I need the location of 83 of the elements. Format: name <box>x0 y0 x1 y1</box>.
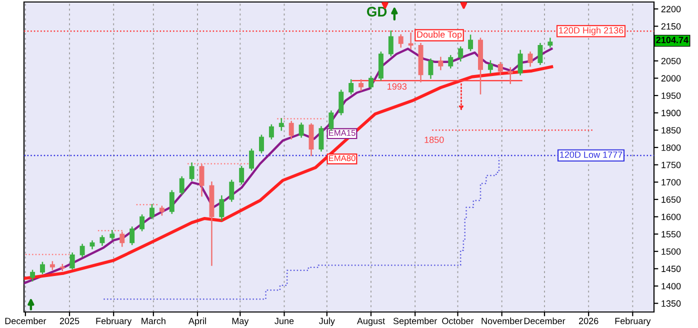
y-tick-label: 2200 <box>661 6 681 12</box>
candlestick <box>278 118 284 131</box>
x-tick-label: April <box>188 318 206 326</box>
y-tick-label: 1800 <box>662 144 681 151</box>
x-tick-label: September <box>393 318 438 326</box>
y-tick-label: 1550 <box>662 231 681 238</box>
annotation: Double Top <box>417 31 462 40</box>
candlestick <box>219 195 224 221</box>
x-tick-label: December <box>5 318 46 324</box>
candlestick <box>428 58 434 79</box>
candlestick <box>199 164 204 197</box>
y-tick-label: 1400 <box>662 282 681 290</box>
candlestick <box>508 67 513 84</box>
annotation: GD <box>366 6 387 17</box>
candlestick <box>528 52 533 67</box>
y-tick-label: 1750 <box>662 162 681 168</box>
candlestick <box>288 120 294 140</box>
candlestick <box>189 162 194 182</box>
candlestick <box>538 42 543 65</box>
y-tick-label: 1600 <box>662 214 681 220</box>
candlestick <box>259 134 264 154</box>
candlestick <box>70 252 75 270</box>
x-tick-label: February <box>96 318 132 326</box>
candlestick <box>408 32 414 50</box>
annotation: 1850 <box>424 136 444 143</box>
candlestick <box>398 34 404 48</box>
annotation: EMA15 <box>329 130 356 136</box>
y-tick-label: 1700 <box>662 179 681 186</box>
x-tick-label: August <box>356 318 385 326</box>
candlestick <box>179 176 184 195</box>
y-tick-label: 2150 <box>661 23 681 30</box>
candlestick <box>358 79 364 91</box>
candlestick <box>130 226 135 246</box>
candlestick <box>229 180 234 202</box>
y-tick-label: 1350 <box>662 300 681 307</box>
text: 2104.74 <box>656 36 688 44</box>
annotation: 1993 <box>388 83 407 90</box>
y-tick-label: 1850 <box>662 127 681 134</box>
candlestick <box>100 235 105 246</box>
candlestick <box>140 214 145 232</box>
ref-line-label: 120D Low 1777 <box>560 151 622 158</box>
candlestick <box>298 122 304 138</box>
candlestick <box>368 76 374 90</box>
candlestick <box>80 244 85 258</box>
annotation: EMA80 <box>329 155 356 162</box>
candlestick <box>268 124 274 140</box>
candlestick <box>498 62 503 76</box>
candlestick <box>328 110 334 131</box>
x-tick-label: July <box>319 318 335 326</box>
x-tick-label: 2025 <box>60 318 80 324</box>
x-tick-label: 2026 <box>578 318 598 324</box>
ref-line-label: 120D High 2136 <box>559 26 624 36</box>
x-tick-label: June <box>274 318 294 324</box>
y-tick-label: 1450 <box>662 266 681 272</box>
candlestick <box>318 126 324 152</box>
y-tick-label: 1900 <box>662 110 681 116</box>
x-tick-label: February <box>615 318 651 326</box>
candlestick <box>249 148 254 171</box>
candlestick <box>458 46 464 62</box>
candlestick <box>438 56 444 70</box>
x-tick-label: May <box>232 318 249 326</box>
candlestick <box>150 204 154 220</box>
candlestick <box>239 166 244 184</box>
x-tick-label: November <box>482 318 523 324</box>
y-tick-label: 2050 <box>661 58 681 64</box>
candlestick <box>338 90 344 116</box>
x-tick-label: December <box>524 318 566 324</box>
candlestick <box>120 232 125 247</box>
candlestick <box>468 34 474 52</box>
x-tick-label: March <box>142 318 166 324</box>
candlestick <box>448 55 454 68</box>
y-tick-label: 2000 <box>661 75 681 82</box>
candlestick <box>30 270 36 282</box>
y-tick-label: 1500 <box>662 248 681 255</box>
candlestick <box>488 60 493 74</box>
y-tick-label: 1650 <box>662 196 681 203</box>
x-tick-label: October <box>442 318 474 324</box>
candlestick <box>169 190 174 214</box>
candlestick <box>348 79 354 94</box>
candlestick <box>388 30 394 56</box>
y-tick-label: 1950 <box>662 92 681 99</box>
candlestick <box>40 262 45 274</box>
candlestick <box>518 50 523 76</box>
